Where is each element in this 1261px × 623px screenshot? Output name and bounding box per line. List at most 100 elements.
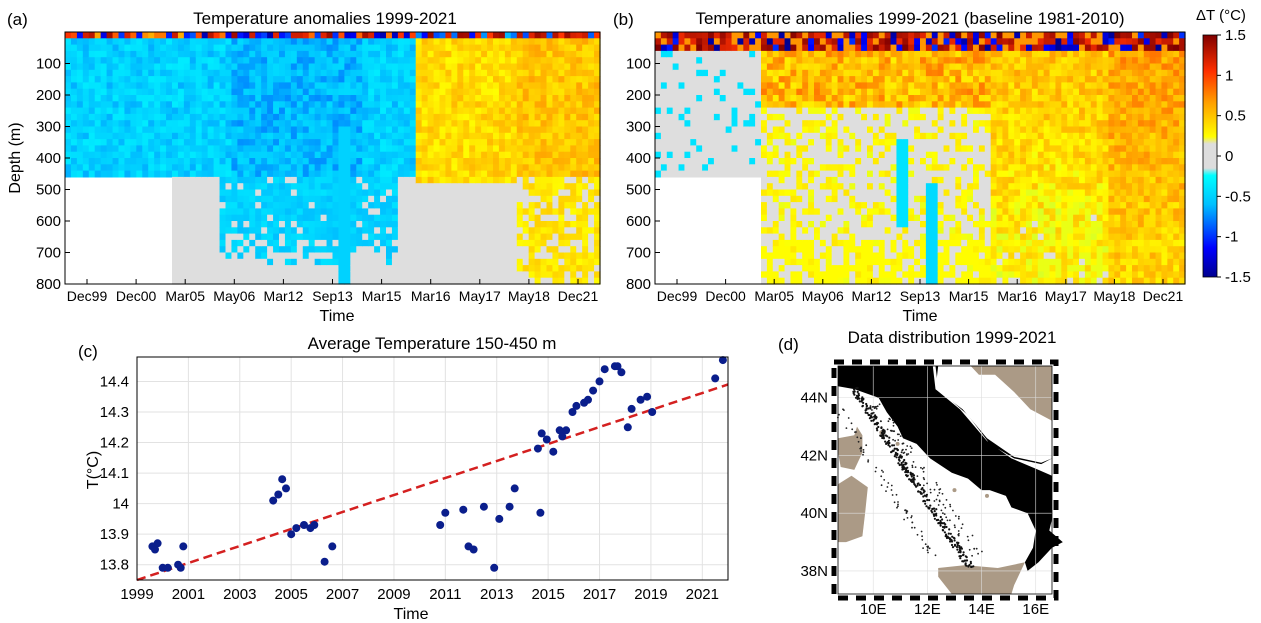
heatmap-cell bbox=[552, 145, 559, 153]
heatmap-cell bbox=[855, 120, 862, 128]
heatmap-cell bbox=[766, 271, 774, 279]
heatmap-cell bbox=[380, 239, 387, 247]
heatmap-cell bbox=[696, 139, 703, 146]
heatmap-cell bbox=[920, 32, 927, 39]
heatmap-cell bbox=[166, 63, 173, 71]
heatmap-cell bbox=[439, 151, 447, 159]
heatmap-cell bbox=[814, 50, 821, 58]
heatmap-cell bbox=[814, 202, 821, 209]
heatmap-cell bbox=[825, 139, 833, 146]
heatmap-cell bbox=[558, 95, 565, 102]
y-tick-label: 700 bbox=[36, 245, 61, 262]
heatmap-cell bbox=[576, 32, 583, 39]
heatmap-cell bbox=[362, 76, 369, 83]
heatmap-cell bbox=[672, 126, 680, 134]
heatmap-cell bbox=[516, 126, 524, 134]
heatmap-cell bbox=[273, 170, 280, 178]
heatmap-cell bbox=[338, 57, 345, 65]
heatmap-cell bbox=[314, 139, 322, 146]
heatmap-cell bbox=[552, 277, 559, 285]
heatmap-cell bbox=[451, 139, 458, 146]
heatmap-cell bbox=[273, 176, 280, 184]
heatmap-cell bbox=[582, 221, 589, 228]
heatmap-cell bbox=[522, 82, 530, 90]
heatmap-cell bbox=[397, 208, 405, 216]
heatmap-cell bbox=[743, 170, 750, 178]
heatmap-cell bbox=[397, 246, 405, 254]
heatmap-cell bbox=[831, 189, 839, 197]
heatmap-cell bbox=[896, 214, 903, 222]
heatmap-cell bbox=[433, 208, 441, 216]
heatmap-cell bbox=[142, 88, 149, 96]
heatmap-cell bbox=[189, 208, 197, 216]
heatmap-cell bbox=[356, 82, 363, 90]
heatmap-cell bbox=[397, 221, 405, 228]
heatmap-cell bbox=[469, 50, 476, 58]
heatmap-cell bbox=[172, 95, 179, 102]
heatmap-cell bbox=[243, 265, 250, 272]
heatmap-cell bbox=[546, 101, 554, 109]
heatmap-cell bbox=[884, 120, 892, 128]
heatmap-cell bbox=[516, 139, 524, 146]
heatmap-cell bbox=[106, 151, 114, 159]
heatmap-cell bbox=[914, 258, 921, 266]
heatmap-cell bbox=[766, 189, 774, 197]
heatmap-cell bbox=[433, 139, 441, 146]
heatmap-cell bbox=[481, 271, 488, 279]
heatmap-cell bbox=[504, 76, 512, 83]
heatmap-cell bbox=[896, 120, 903, 128]
heatmap-cell bbox=[261, 132, 268, 140]
heatmap-cell bbox=[326, 202, 334, 209]
heatmap-cell bbox=[314, 221, 322, 228]
heatmap-cell bbox=[457, 265, 464, 272]
heatmap-cell bbox=[570, 63, 577, 71]
heatmap-cell bbox=[867, 208, 874, 216]
heatmap-cell bbox=[504, 126, 512, 134]
heatmap-cell bbox=[445, 101, 452, 109]
heatmap-cell bbox=[890, 57, 898, 65]
heatmap-cell bbox=[487, 158, 494, 165]
heatmap-cell bbox=[189, 164, 197, 172]
heatmap-cell bbox=[884, 227, 892, 235]
heatmap-cell bbox=[94, 164, 102, 172]
heatmap-cell bbox=[884, 132, 892, 140]
heatmap-cell bbox=[878, 69, 886, 77]
heatmap-cell bbox=[837, 176, 845, 184]
heatmap-cell bbox=[154, 158, 161, 165]
heatmap-cell bbox=[487, 202, 494, 209]
heatmap-cell bbox=[136, 32, 143, 39]
heatmap-cell bbox=[931, 139, 939, 146]
heatmap-cell bbox=[112, 88, 120, 96]
heatmap-cell bbox=[772, 233, 780, 241]
heatmap-cell bbox=[867, 151, 874, 159]
heatmap-cell bbox=[427, 88, 435, 96]
heatmap-cell bbox=[166, 69, 173, 77]
heatmap-cell bbox=[534, 170, 542, 178]
heatmap-cell bbox=[320, 95, 328, 102]
heatmap-cell bbox=[243, 221, 250, 228]
heatmap-cell bbox=[766, 113, 774, 121]
heatmap-cell bbox=[831, 132, 839, 140]
heatmap-cell bbox=[374, 189, 381, 197]
heatmap-cell bbox=[772, 132, 780, 140]
heatmap-cell bbox=[522, 113, 530, 121]
heatmap-cell bbox=[374, 239, 381, 247]
heatmap-cell bbox=[493, 176, 500, 184]
heatmap-cell bbox=[237, 76, 244, 83]
heatmap-cell bbox=[469, 120, 476, 128]
heatmap-cell bbox=[493, 44, 500, 52]
heatmap-cell bbox=[528, 252, 536, 260]
heatmap-cell bbox=[582, 101, 589, 109]
heatmap-cell bbox=[582, 151, 589, 159]
heatmap-cell bbox=[481, 246, 488, 254]
heatmap-cell bbox=[487, 145, 494, 153]
heatmap-cell bbox=[672, 69, 680, 77]
heatmap-cell bbox=[802, 63, 809, 71]
heatmap-cell bbox=[457, 82, 464, 90]
heatmap-cell bbox=[183, 176, 191, 184]
heatmap-cell bbox=[148, 82, 155, 90]
heatmap-cell bbox=[790, 164, 797, 172]
heatmap-cell bbox=[772, 170, 780, 178]
heatmap-cell bbox=[558, 76, 565, 83]
heatmap-cell bbox=[124, 170, 131, 178]
